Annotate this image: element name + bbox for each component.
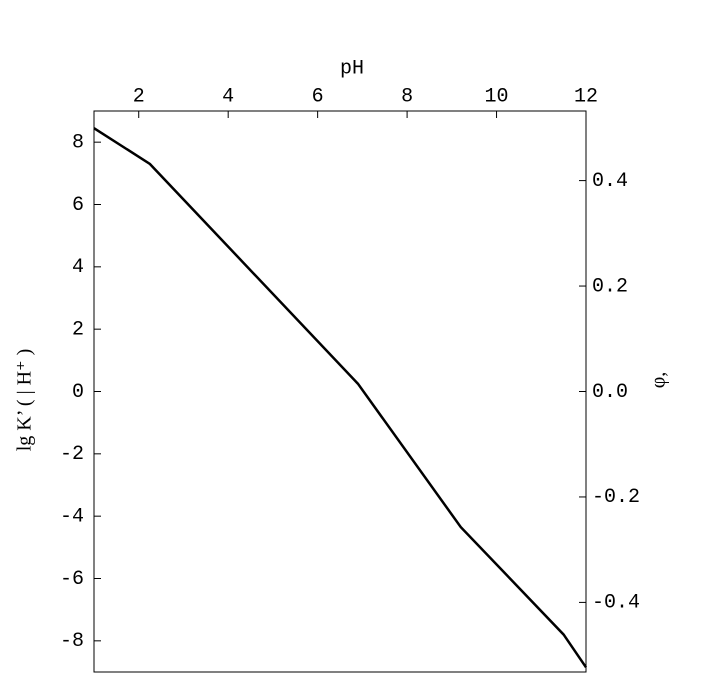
y2-axis-label: φ, xyxy=(648,372,670,389)
y-tick-label: 4 xyxy=(72,256,84,279)
x-axis-label: pH xyxy=(340,57,364,80)
y-tick-label: 6 xyxy=(72,194,84,217)
x-tick-label: 10 xyxy=(485,85,509,108)
x-tick-label: 8 xyxy=(401,85,413,108)
y2-tick-label: 0.0 xyxy=(592,381,628,404)
x-tick-label: 6 xyxy=(312,85,324,108)
y-tick-label: 2 xyxy=(72,318,84,341)
x-tick-label: 12 xyxy=(574,85,598,108)
data-line xyxy=(93,127,588,669)
x-tick-label: 4 xyxy=(222,85,234,108)
y-tick-label: 0 xyxy=(72,381,84,404)
y-tick-label: -2 xyxy=(60,443,84,466)
y2-tick-label: -0.4 xyxy=(592,592,640,615)
y-tick-label: -6 xyxy=(60,568,84,591)
x-tick-label: 2 xyxy=(133,85,145,108)
y2-tick-label: 0.4 xyxy=(592,170,628,193)
y-tick-label: 8 xyxy=(72,131,84,154)
plot-frame xyxy=(93,110,587,673)
y2-tick-label: -0.2 xyxy=(592,486,640,509)
y-tick-label: -8 xyxy=(60,630,84,653)
y-tick-label: -4 xyxy=(60,505,84,528)
y2-tick-label: 0.2 xyxy=(592,275,628,298)
y-axis-label: lg K’ ( | H⁺ ) xyxy=(14,349,36,452)
